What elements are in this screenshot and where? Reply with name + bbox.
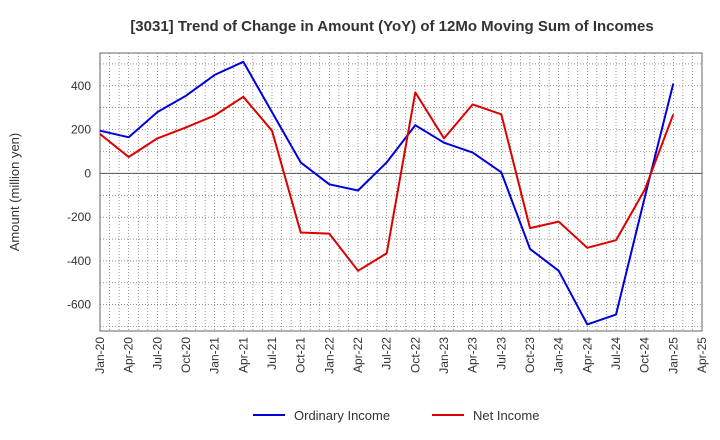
x-tick-label: Apr-25 [695,337,709,373]
y-tick-label: 0 [84,166,91,180]
series-line-net-income [99,91,675,272]
x-tick-label: Jan-24 [552,337,566,374]
plot-area [99,52,703,332]
x-tick-label: Apr-20 [122,337,136,373]
x-tick-label: Oct-20 [179,337,193,373]
series-lines [99,60,675,326]
x-tick-label: Oct-23 [523,337,537,373]
x-tick-label: Apr-23 [466,337,480,373]
x-tick-label: Jul-24 [609,337,623,370]
y-tick-label: -400 [67,254,91,268]
series-line-ordinary-income [99,60,675,326]
x-tick-label: Jul-22 [380,337,394,370]
y-tick-label: 200 [71,123,91,137]
legend-label: Net Income [473,408,539,423]
x-tick-label: Jan-23 [437,337,451,374]
x-tick-label: Jan-20 [93,337,107,374]
x-tick-label: Jul-21 [265,337,279,370]
y-tick-label: -600 [67,298,91,312]
x-tick-label: Jan-21 [208,337,222,374]
x-tick-label: Oct-21 [294,337,308,373]
legend-label: Ordinary Income [294,408,390,423]
x-tick-label: Oct-22 [408,337,422,373]
y-tick-label: -200 [67,210,91,224]
legend: Ordinary Income Net Income [253,408,539,423]
x-tick-label: Oct-24 [638,337,652,373]
y-axis-ticks: 400 200 0 -200 -400 -600 [67,79,91,312]
x-tick-label: Jan-22 [322,337,336,374]
x-tick-label: Apr-21 [236,337,250,373]
y-axis-label: Amount (million yen) [7,133,22,252]
x-tick-label: Jul-20 [150,337,164,370]
y-tick-label: 400 [71,79,91,93]
grid [99,53,703,331]
x-tick-label: Apr-24 [580,337,594,373]
chart-title: [3031] Trend of Change in Amount (YoY) o… [130,18,653,35]
x-tick-label: Jul-23 [494,337,508,370]
x-axis-ticks: Jan-20 Apr-20 Jul-20 Oct-20 Jan-21 Apr-21 Jul-… [93,337,709,374]
x-tick-label: Jan-25 [666,337,680,374]
x-tick-label: Apr-22 [351,337,365,373]
